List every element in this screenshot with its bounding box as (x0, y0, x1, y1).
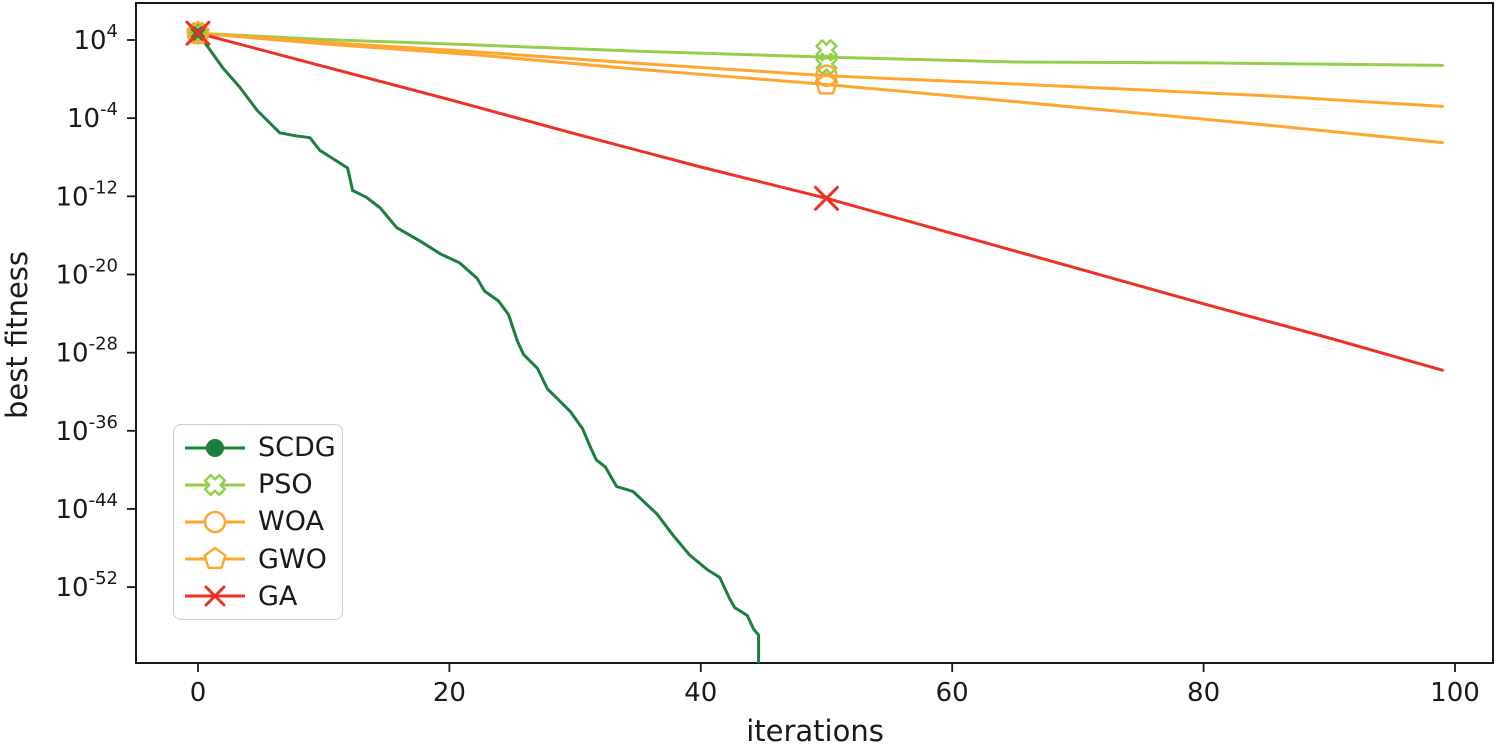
legend-item-ga: GA (182, 581, 342, 611)
legend-item-pso: PSO (182, 470, 342, 500)
ga-line-marker-icon (185, 585, 245, 607)
y-tick-label: 10-12 (56, 177, 119, 212)
scdg-line-marker-icon (185, 438, 245, 457)
plot-frame (135, 2, 1494, 664)
y-tick-label: 10-52 (56, 568, 119, 603)
pentagon-marker (814, 72, 839, 95)
legend-label-gwo: GWO (258, 543, 327, 575)
x-axis-label: iterations (746, 714, 884, 748)
x-cross-icon (204, 585, 226, 607)
legend: SCDG PSO WOA GWO (173, 424, 343, 620)
x-tick-label: 20 (433, 678, 466, 708)
filled-circle-icon (206, 438, 224, 457)
x-outline-icon (203, 473, 227, 496)
x-cross-marker (185, 20, 211, 46)
y-tick-label: 104 (73, 21, 118, 56)
pentagon-icon (203, 546, 227, 570)
series-line-scdg (196, 31, 761, 663)
y-axis-label: best fitness (0, 251, 34, 419)
x-cross-marker (814, 185, 839, 211)
legend-label-ga: GA (258, 580, 298, 612)
open-circle-icon (203, 510, 227, 534)
x-tick-label: 80 (1187, 678, 1220, 708)
y-tick-label: 10-44 (56, 490, 119, 525)
y-tick-label: 10-36 (56, 412, 119, 447)
series-line-woa (196, 31, 1444, 108)
legend-label-woa: WOA (258, 506, 324, 538)
series-line-gwo (196, 31, 1444, 145)
y-tick-label: 10-4 (67, 99, 118, 134)
pentagon-marker (186, 20, 210, 44)
x-tick-label: 0 (190, 678, 207, 708)
open-circle-marker (815, 64, 838, 87)
series-lines (196, 31, 1444, 663)
x-tick-label: 40 (684, 678, 717, 708)
gwo-line-marker-icon (185, 546, 245, 570)
series-markers (185, 20, 839, 211)
legend-label-scdg: SCDG (258, 432, 336, 464)
legend-label-pso: PSO (258, 469, 313, 501)
legend-item-gwo: GWO (182, 544, 342, 574)
pso-line-marker-icon (185, 473, 245, 496)
y-tick-label: 10-20 (56, 255, 119, 290)
series-line-pso (196, 31, 1444, 67)
legend-item-woa: WOA (182, 507, 342, 537)
x-outline-marker (815, 52, 838, 76)
x-tick-label: 100 (1430, 678, 1480, 708)
y-tick-label: 10-28 (56, 334, 119, 369)
x-tick-label: 60 (936, 678, 969, 708)
woa-line-marker-icon (185, 510, 245, 534)
x-outline-marker (815, 39, 838, 62)
legend-item-scdg: SCDG (182, 433, 342, 463)
